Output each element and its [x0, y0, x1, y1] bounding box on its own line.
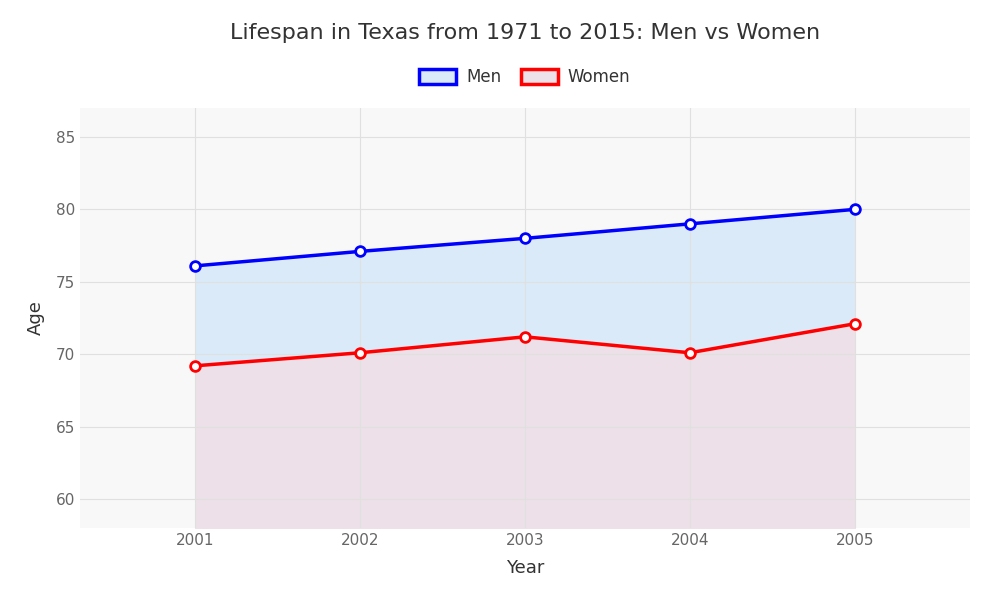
Title: Lifespan in Texas from 1971 to 2015: Men vs Women: Lifespan in Texas from 1971 to 2015: Men…: [230, 23, 820, 43]
Y-axis label: Age: Age: [27, 301, 45, 335]
Legend: Men, Women: Men, Women: [413, 62, 637, 93]
X-axis label: Year: Year: [506, 559, 544, 577]
